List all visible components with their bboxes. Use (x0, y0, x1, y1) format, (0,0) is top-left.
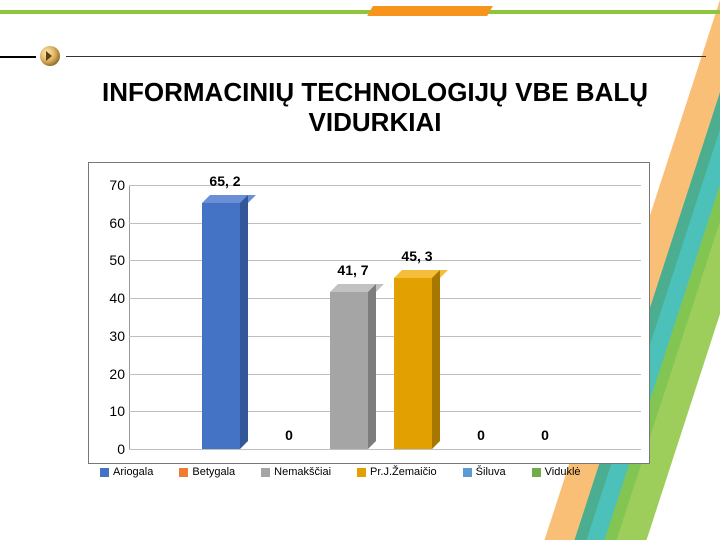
y-tick-label: 20 (95, 366, 125, 382)
y-tick-label: 10 (95, 403, 125, 419)
legend-swatch (532, 468, 541, 477)
legend-item: Nemakščiai (261, 466, 331, 478)
y-axis (129, 185, 130, 449)
plot-area: 01020304050607065, 2041, 745, 300 (129, 185, 641, 449)
top-line (0, 10, 720, 14)
bar: 41, 7 (330, 284, 376, 449)
legend-swatch (179, 468, 188, 477)
rule-left (0, 56, 36, 58)
bar-value-label: 41, 7 (330, 262, 376, 278)
bar: 65, 2 (202, 195, 248, 449)
y-tick-label: 40 (95, 290, 125, 306)
y-tick-label: 70 (95, 177, 125, 193)
y-tick-label: 0 (95, 441, 125, 457)
legend-swatch (261, 468, 270, 477)
chart-title: INFORMACINIŲ TECHNOLOGIJŲ VBE BALŲ VIDUR… (90, 78, 660, 138)
legend-label: Viduklė (545, 466, 581, 478)
y-tick-label: 30 (95, 328, 125, 344)
legend: Ariogala Betygala Nemakščiai Pr.J.Žemaičio Š… (100, 466, 690, 478)
y-tick-label: 60 (95, 215, 125, 231)
legend-item: Viduklė (532, 466, 581, 478)
legend-label: Betygala (192, 466, 235, 478)
legend-item: Pr.J.Žemaičio (357, 466, 437, 478)
legend-swatch (357, 468, 366, 477)
legend-item: Betygala (179, 466, 235, 478)
bar-value-label: 45, 3 (394, 248, 440, 264)
bar: 45, 3 (394, 270, 440, 449)
grid-line (129, 449, 641, 450)
top-line-accent (367, 6, 493, 16)
rule-right (66, 56, 706, 57)
bar-value-label: 65, 2 (202, 173, 248, 189)
legend-item: Šiluva (463, 466, 506, 478)
chart-area: 0 10 20 30 40 50 60 70 65, 2 0 41, 7 45, 3 0 0 (88, 162, 650, 464)
bar-value-label: 0 (458, 427, 504, 443)
legend-item: Ariogala (100, 466, 153, 478)
legend-label: Nemakščiai (274, 466, 331, 478)
bar-value-label: 0 (266, 427, 312, 443)
legend-swatch (463, 468, 472, 477)
legend-label: Šiluva (476, 466, 506, 478)
legend-label: Ariogala (113, 466, 153, 478)
bullet-icon (40, 46, 60, 66)
legend-swatch (100, 468, 109, 477)
legend-label: Pr.J.Žemaičio (370, 466, 437, 478)
bar-value-label: 0 (522, 427, 568, 443)
y-tick-label: 50 (95, 252, 125, 268)
